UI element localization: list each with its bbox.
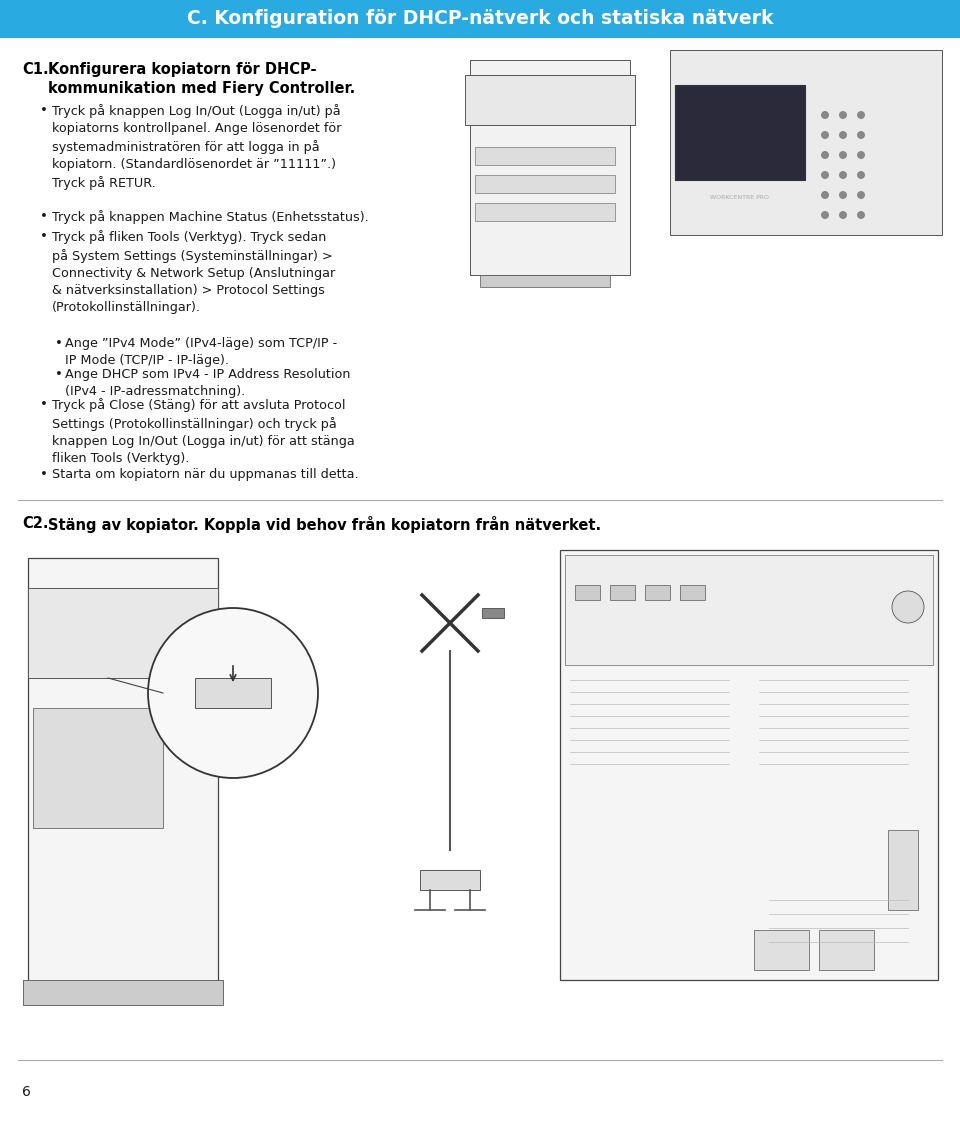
Circle shape [839,191,847,199]
Text: Starta om kopiatorn när du uppmanas till detta.: Starta om kopiatorn när du uppmanas till… [52,468,359,481]
Bar [195,678,271,709]
Text: C1.: C1. [22,62,49,77]
Text: Konfigurera kopiatorn för DHCP-
kommunikation med Fiery Controller.: Konfigurera kopiatorn för DHCP- kommunik… [48,62,355,96]
Bar [575,585,600,600]
Circle shape [821,111,829,119]
Bar [475,175,615,193]
Bar [680,585,705,600]
Text: •: • [40,210,48,223]
Text: Tryck på fliken Tools (Verktyg). Tryck sedan
på System Settings (Systeminställni: Tryck på fliken Tools (Verktyg). Tryck s… [52,231,335,314]
Text: •: • [40,468,48,481]
Circle shape [857,111,865,119]
Circle shape [857,191,865,199]
Bar [470,60,630,275]
Text: •: • [55,368,62,381]
Bar [0,0,960,38]
Bar [28,588,218,678]
Bar [819,930,874,970]
Circle shape [857,211,865,219]
Text: Ange ”IPv4 Mode” (IPv4-läge) som TCP/IP -
IP Mode (TCP/IP - IP-läge).: Ange ”IPv4 Mode” (IPv4-läge) som TCP/IP … [65,337,337,367]
Text: •: • [55,337,62,350]
Bar [645,585,670,600]
Circle shape [839,111,847,119]
Circle shape [821,171,829,179]
Bar [420,870,480,890]
Text: •: • [40,231,48,243]
Circle shape [857,151,865,159]
Bar [754,930,809,970]
Bar [480,275,610,287]
Bar [610,585,635,600]
Bar [28,558,218,990]
Circle shape [839,151,847,159]
Circle shape [821,211,829,219]
Circle shape [148,608,318,777]
Circle shape [821,151,829,159]
Bar [675,85,805,180]
Circle shape [821,131,829,139]
Text: 6: 6 [22,1085,31,1099]
Circle shape [857,131,865,139]
Text: Tryck på Close (Stäng) för att avsluta Protocol
Settings (Protokollinställningar: Tryck på Close (Stäng) för att avsluta P… [52,398,355,464]
Bar [33,709,163,828]
Text: Ange DHCP som IPv4 - IP Address Resolution
(IPv4 - IP-adressmatchning).: Ange DHCP som IPv4 - IP Address Resoluti… [65,368,350,398]
Text: Tryck på knappen Log In/Out (Logga in/ut) på
kopiatorns kontrollpanel. Ange löse: Tryck på knappen Log In/Out (Logga in/ut… [52,104,342,190]
Bar [565,555,933,664]
Bar [560,550,938,980]
Text: Stäng av kopiator. Koppla vid behov från kopiatorn från nätverket.: Stäng av kopiator. Koppla vid behov från… [48,516,601,533]
Text: C. Konfiguration för DHCP-nätverk och statiska nätverk: C. Konfiguration för DHCP-nätverk och st… [187,9,773,28]
Bar [475,147,615,165]
Bar [23,980,223,1005]
Bar [482,608,504,618]
Circle shape [839,211,847,219]
Circle shape [821,191,829,199]
Bar [888,831,918,910]
Bar [465,75,635,125]
Text: WORKCENTRE PRO: WORKCENTRE PRO [710,195,770,200]
Circle shape [892,591,924,623]
Circle shape [839,131,847,139]
Circle shape [857,171,865,179]
Bar [670,50,942,235]
Text: C2.: C2. [22,516,49,531]
Text: •: • [40,398,48,411]
Bar [475,203,615,221]
Text: Tryck på knappen Machine Status (Enhetsstatus).: Tryck på knappen Machine Status (Enhetss… [52,210,369,224]
Text: •: • [40,104,48,118]
Circle shape [839,171,847,179]
